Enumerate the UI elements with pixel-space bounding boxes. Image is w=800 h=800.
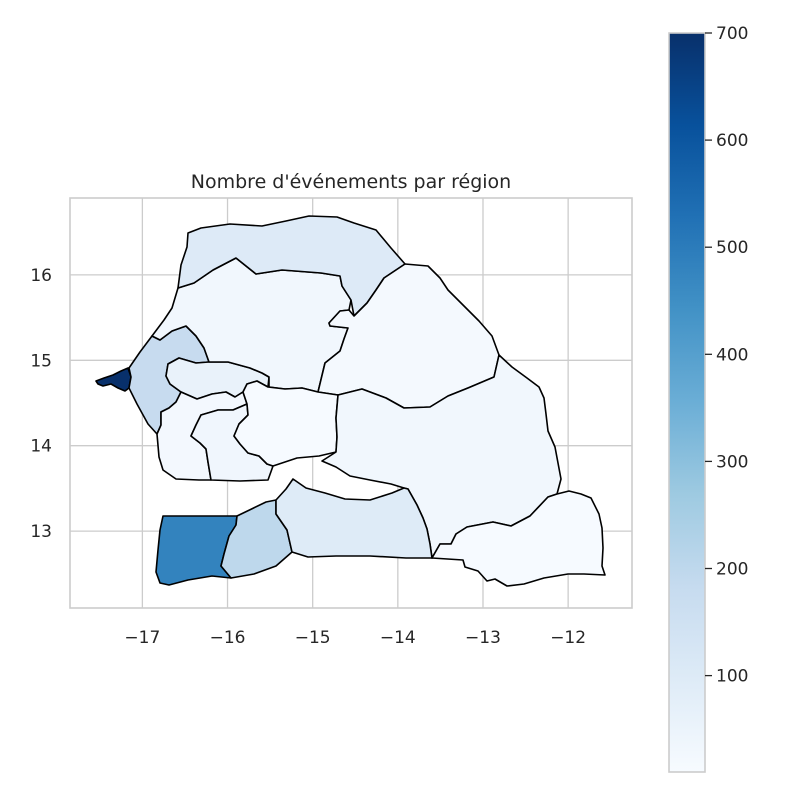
y-axis: 13 14 15 16 (30, 266, 52, 542)
region-kedougou (431, 490, 606, 587)
colorbar-tick-label: 600 (716, 131, 748, 151)
y-tick-label: 16 (30, 266, 52, 286)
plot-frame (69, 197, 633, 609)
x-axis: −17 −16 −15 −14 −13 −12 (124, 628, 586, 648)
colorbar-ticks: 100 200 300 400 500 600 700 (705, 24, 748, 687)
colorbar-tick-label: 200 (716, 560, 748, 580)
y-tick-label: 13 (30, 522, 52, 542)
colorbar-tick-label: 500 (716, 238, 748, 258)
x-tick-label: −16 (210, 628, 246, 648)
region-kaffrine (233, 380, 339, 467)
x-tick-label: −13 (465, 628, 501, 648)
colorbar-tick-label: 700 (716, 24, 748, 44)
region-kolda (275, 478, 433, 559)
y-tick-label: 14 (30, 437, 52, 457)
y-tick-label: 15 (30, 351, 52, 371)
colorbar (669, 33, 705, 772)
x-tick-label: −17 (124, 628, 160, 648)
region-dakar (95, 367, 132, 392)
regions (95, 215, 606, 587)
chart-title: Nombre d'événements par région (191, 171, 511, 193)
x-tick-label: −12 (550, 628, 586, 648)
colorbar-frame (668, 32, 706, 773)
colorbar-tick-label: 400 (716, 345, 748, 365)
colorbar-tick-label: 100 (716, 667, 748, 687)
x-tick-label: −14 (380, 628, 416, 648)
colorbar-tick-label: 300 (716, 452, 748, 472)
x-tick-label: −15 (295, 628, 331, 648)
